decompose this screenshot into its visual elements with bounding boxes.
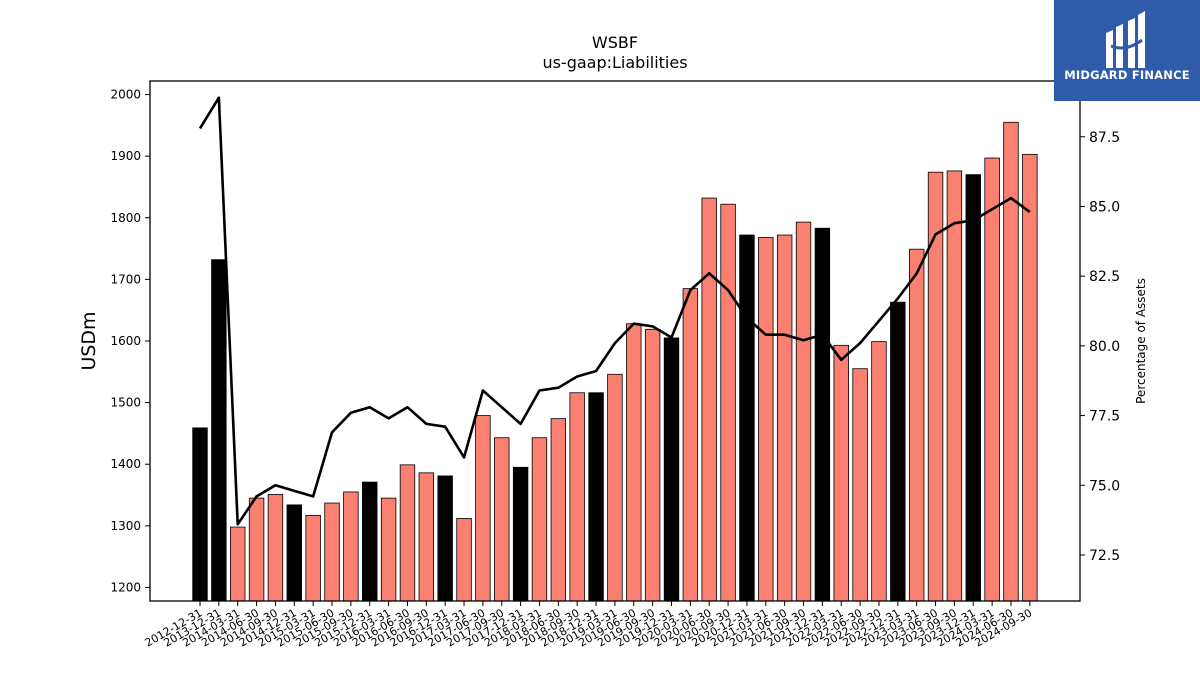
bar-2014-06-30 — [248, 497, 265, 602]
y-axis-ticks: 1200 1300 1400 1500 1600 1700 1800 1900 2000 — [110, 88, 150, 594]
bar-2021-09-30 — [795, 221, 812, 602]
bar-2014-09-30 — [267, 494, 284, 602]
y-tick-label: 1400 — [110, 457, 141, 471]
bar-2019-09-30 — [644, 328, 661, 602]
bar-2019-12-31 — [663, 337, 680, 602]
bar-group — [192, 121, 1038, 602]
bar-2016-03-31 — [380, 497, 397, 602]
logo-mark-icon — [1106, 11, 1145, 68]
bar-2021-06-30 — [776, 234, 793, 602]
bar-2014-12-31 — [286, 504, 303, 602]
bar-2022-06-30 — [852, 368, 868, 602]
bar-2015-03-31 — [305, 514, 321, 602]
bar-2023-09-30 — [946, 170, 963, 602]
bar-2015-12-31 — [362, 481, 378, 602]
bar-2016-12-31 — [437, 475, 453, 602]
bar-2015-09-30 — [343, 491, 359, 602]
bar-2023-03-31 — [908, 248, 925, 602]
bar-2016-09-30 — [418, 472, 435, 602]
bar-2014-03-31 — [230, 526, 246, 602]
y2-tick-label: 85.0 — [1089, 199, 1120, 215]
y2-tick-label: 77.5 — [1089, 409, 1120, 425]
bar-2024-09-30 — [1022, 153, 1038, 602]
y2-tick-label: 80.0 — [1089, 339, 1120, 355]
bar-2020-03-31 — [682, 288, 699, 602]
bar-2018-03-31 — [531, 437, 548, 602]
bar-2013-12-31 — [211, 259, 227, 602]
percentage-line — [198, 96, 1031, 526]
bar-2022-09-30 — [871, 341, 887, 602]
bar-2017-09-30 — [494, 437, 510, 602]
bar-2017-06-30 — [475, 415, 491, 602]
bar-2021-03-31 — [758, 237, 774, 602]
y2-axis-ticks: 72.5 75.0 77.5 80.0 82.5 85.0 87.5 — [1080, 130, 1120, 564]
bar-2019-03-31 — [607, 373, 623, 602]
y-tick-label: 1800 — [110, 211, 141, 225]
y-tick-label: 1300 — [110, 519, 141, 533]
bar-2017-12-31 — [512, 466, 529, 602]
bar-2020-06-30 — [701, 197, 717, 602]
y2-axis-label: Percentage of Assets — [1134, 278, 1148, 404]
y-tick-label: 1600 — [110, 334, 141, 348]
bar-2022-12-31 — [890, 301, 906, 602]
bar-2018-09-30 — [569, 392, 585, 602]
bar-2023-12-31 — [965, 174, 981, 602]
y-tick-label: 1900 — [110, 149, 141, 163]
chart-title: WSBF — [592, 33, 638, 52]
bar-2020-12-31 — [739, 234, 755, 602]
y2-tick-label: 87.5 — [1089, 130, 1120, 146]
chart-subtitle: us-gaap:Liabilities — [542, 53, 687, 72]
bar-2024-06-30 — [1003, 121, 1019, 602]
bar-2022-03-31 — [833, 344, 849, 602]
y2-tick-label: 82.5 — [1089, 269, 1120, 285]
bar-2019-06-30 — [626, 323, 642, 602]
y-tick-label: 2000 — [110, 88, 141, 102]
y-tick-label: 1200 — [110, 580, 141, 594]
bar-2021-12-31 — [814, 227, 831, 602]
bar-2020-09-30 — [720, 203, 736, 602]
bar-2017-03-31 — [456, 518, 472, 602]
plot-frame — [149, 80, 1081, 602]
bar-2012-12-31 — [192, 427, 208, 602]
bar-2016-06-30 — [399, 464, 416, 602]
y-tick-label: 1700 — [110, 272, 141, 286]
bar-2024-03-31 — [984, 157, 1000, 602]
x-axis-ticks: 2012-12-312013-12-312014-03-312014-06-30… — [143, 601, 1034, 650]
y2-tick-label: 75.0 — [1089, 478, 1120, 494]
logo-text: MIDGARD FINANCE — [1064, 68, 1190, 82]
midgard-finance-logo: MIDGARD FINANCE — [1054, 0, 1200, 101]
y-axis-label: USDm — [78, 311, 100, 370]
y2-tick-label: 72.5 — [1089, 548, 1120, 564]
y-tick-label: 1500 — [110, 396, 141, 410]
bar-2018-12-31 — [588, 392, 604, 602]
bar-2018-06-30 — [550, 418, 567, 602]
bar-2015-06-30 — [324, 502, 340, 602]
